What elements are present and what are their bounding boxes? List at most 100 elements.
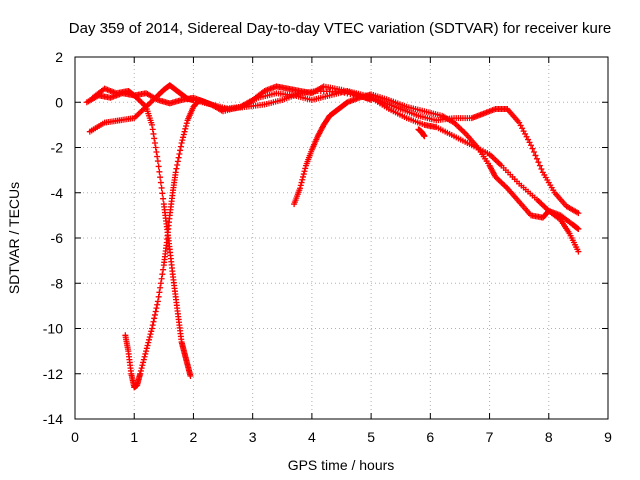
data-point [173,165,180,172]
data-point [160,195,167,202]
data-point [183,123,190,130]
data-point [149,322,156,329]
series-pass-c [83,90,194,380]
data-point [175,154,182,161]
data-point [172,169,179,176]
data-point [141,353,148,360]
data-point [154,298,161,305]
y-axis-label: SDTVAR / TECUs [6,182,22,294]
x-tick-label: 3 [249,429,257,445]
data-point [154,153,161,160]
data-points [83,82,582,391]
data-point [533,155,540,162]
data-point [148,325,155,332]
data-point [137,367,144,374]
plot-frame [74,56,609,420]
data-point [159,271,166,278]
y-tick-label: 0 [55,94,63,110]
data-point [158,184,165,191]
data-point [159,190,166,197]
x-tick-label: 5 [367,429,375,445]
data-point [149,126,156,133]
data-point [536,162,543,169]
data-point [160,266,167,273]
data-point [157,280,164,287]
y-tick-label: -10 [43,321,63,337]
data-point [155,163,162,170]
data-point [528,142,535,149]
data-point [157,284,164,291]
data-point [156,168,163,175]
data-point [532,152,539,159]
y-tick-label: -6 [51,230,64,246]
data-point [575,248,582,255]
data-point [143,345,150,352]
data-point [150,130,157,137]
data-point [146,336,153,343]
x-tick-label: 6 [426,429,434,445]
data-point [154,301,161,308]
data-point [151,311,158,318]
data-point [151,315,158,322]
data-point [143,348,150,355]
x-tick-label: 7 [486,429,494,445]
grid-lines [75,57,608,419]
data-point [139,362,146,369]
data-point [145,339,152,346]
data-point [144,342,151,349]
data-point [180,134,187,141]
data-point [535,159,542,166]
data-point [187,373,194,380]
x-tick-label: 2 [190,429,198,445]
data-point [297,185,304,192]
data-point [179,137,186,144]
data-point [575,225,582,232]
data-point [530,149,537,156]
y-tick-label: -12 [43,366,63,382]
data-point [300,173,307,180]
x-tick-labels: 0 1 2 3 4 5 6 7 8 9 [71,429,612,445]
data-point [176,151,183,158]
chart-title: Day 359 of 2014, Sidereal Day-to-day VTE… [69,20,611,37]
data-point [140,356,147,363]
data-point [152,308,159,315]
data-point [153,149,160,156]
data-point [150,318,157,325]
data-point [177,143,184,150]
data-point [297,182,304,189]
data-point [151,139,158,146]
x-tick-label: 9 [604,429,612,445]
data-point [174,158,181,165]
y-tick-label: -14 [43,411,63,427]
data-point [151,135,158,142]
data-point [155,293,162,300]
data-point [138,365,145,372]
data-point [180,131,187,138]
data-point [575,210,582,217]
y-tick-labels: 2 0 -2 -4 -6 -8 -10 -12 -14 [43,49,63,427]
y-tick-label: -8 [51,275,64,291]
data-point [157,174,164,181]
data-point [368,96,375,103]
data-point [421,133,428,140]
data-point [182,125,189,132]
x-tick-label: 1 [130,429,138,445]
data-point [299,176,306,183]
data-point [158,275,165,282]
series-pass-f [415,126,428,140]
data-point [183,120,190,127]
x-tick-label: 4 [308,429,316,445]
data-point [152,144,159,151]
data-point [146,333,153,340]
data-point [174,162,181,169]
data-point [157,179,164,186]
data-point [302,165,309,172]
data-point [301,168,308,175]
y-tick-label: 2 [55,49,63,65]
data-point [142,350,149,357]
data-point [181,128,188,135]
data-point [137,370,144,377]
data-point [177,147,184,154]
axis-ticks [74,56,609,420]
